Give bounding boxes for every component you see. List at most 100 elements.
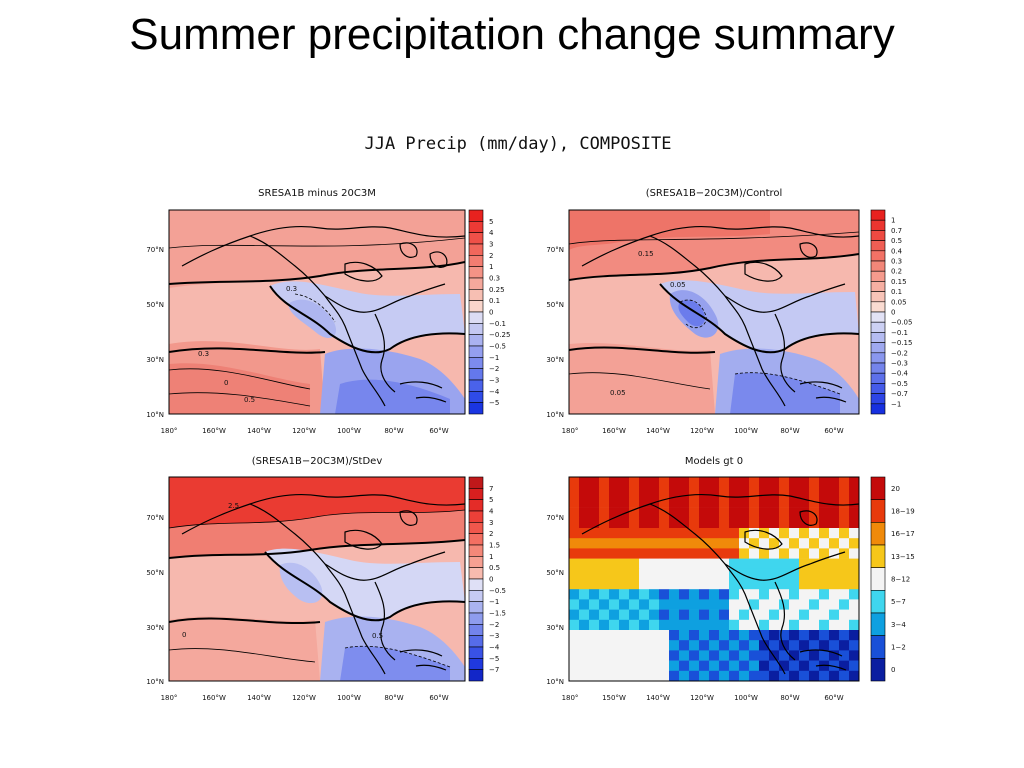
colorbar-label: 3 xyxy=(489,241,493,249)
grid-cell xyxy=(589,548,600,559)
colorbar-label: −1 xyxy=(489,598,499,606)
grid-cell xyxy=(849,538,859,549)
contour-label: 0.05 xyxy=(670,281,686,289)
grid-cell xyxy=(639,650,650,661)
colorbar-swatch xyxy=(870,291,886,303)
grid-cell xyxy=(729,650,740,661)
grid-cell xyxy=(589,497,600,508)
grid-cell xyxy=(729,579,740,590)
grid-cell xyxy=(589,517,600,529)
grid-cell xyxy=(739,660,750,672)
grid-cell xyxy=(789,579,800,590)
grid-cell xyxy=(569,619,580,631)
grid-cell xyxy=(849,640,859,651)
grid-cell xyxy=(639,487,650,498)
colorbar-label: 13−15 xyxy=(891,553,915,561)
colorbar-swatch xyxy=(870,260,886,272)
x-tick-label: 80°W xyxy=(384,427,403,435)
grid-cell xyxy=(799,640,810,651)
grid-cell xyxy=(679,589,690,600)
grid-cell xyxy=(799,599,810,610)
grid-cell xyxy=(609,497,620,508)
grid-cell xyxy=(609,609,620,621)
grid-cell xyxy=(719,477,730,488)
grid-cell xyxy=(639,477,650,488)
map-area xyxy=(569,210,859,414)
grid-cell xyxy=(689,670,700,681)
grid-cell xyxy=(689,487,700,498)
grid-cell xyxy=(709,630,720,641)
colorbar-swatch xyxy=(870,612,886,636)
grid-cell xyxy=(759,619,770,631)
colorbar-label: 3−4 xyxy=(891,621,906,629)
x-tick-label: 60°W xyxy=(429,694,448,702)
x-axis: 180° 160°W 140°W 120°W 100°W 80°W 60°W xyxy=(161,427,449,435)
grid-cell xyxy=(809,640,820,651)
grid-cell xyxy=(739,640,750,651)
grid-cell xyxy=(769,640,780,651)
grid-cell xyxy=(679,609,690,621)
grid-cell xyxy=(849,487,859,498)
grid-cell xyxy=(579,477,590,488)
grid-cell xyxy=(579,538,590,549)
grid-cell xyxy=(809,660,820,672)
grid-cell xyxy=(769,548,780,559)
grid-cell xyxy=(659,548,670,559)
grid-cell xyxy=(839,487,850,498)
grid-cell xyxy=(609,528,620,539)
colorbar-swatch xyxy=(870,219,886,231)
grid-cell xyxy=(609,507,620,519)
figure-title: JJA Precip (mm/day), COMPOSITE xyxy=(364,134,672,154)
grid-cell xyxy=(729,528,740,539)
grid-cell xyxy=(569,609,580,621)
grid-cell xyxy=(659,619,670,631)
grid-cell xyxy=(669,487,680,498)
grid-cell xyxy=(849,670,859,681)
grid-cell xyxy=(779,558,790,570)
grid-cell xyxy=(619,497,630,508)
grid-cell xyxy=(709,548,720,559)
grid-cell xyxy=(599,650,610,661)
grid-cell xyxy=(609,548,620,559)
grid-cell xyxy=(569,528,580,539)
colorbar-swatch xyxy=(870,544,886,568)
colorbar-label: 0.05 xyxy=(891,298,907,306)
grid-cell xyxy=(839,589,850,600)
contour-label: 0.5 xyxy=(372,632,383,640)
grid-cell xyxy=(779,579,790,590)
grid-cell xyxy=(829,528,840,539)
grid-cell xyxy=(729,619,740,631)
grid-cell xyxy=(589,640,600,651)
colorbar-swatch xyxy=(870,476,886,500)
grid-cell xyxy=(739,579,750,590)
colorbar-label: −0.7 xyxy=(891,390,908,398)
colorbar-swatch xyxy=(468,277,484,290)
grid-cell xyxy=(719,548,730,559)
grid-cell xyxy=(659,660,670,672)
grid-cell xyxy=(609,650,620,661)
grid-cell xyxy=(659,507,670,519)
grid-cell xyxy=(629,558,640,570)
grid-cell xyxy=(639,497,650,508)
colorbar-label: 7 xyxy=(489,485,493,493)
grid-cell xyxy=(839,477,850,488)
y-tick-label: 10°N xyxy=(146,678,164,686)
colorbar-swatch xyxy=(870,281,886,292)
grid-cell xyxy=(779,660,790,672)
grid-cell xyxy=(579,660,590,672)
grid-cell xyxy=(589,579,600,590)
grid-cell xyxy=(709,568,720,580)
colorbar-swatch xyxy=(468,601,484,614)
colorbar-label: 4 xyxy=(489,229,494,237)
grid-cell xyxy=(809,497,820,508)
grid-cell xyxy=(799,538,810,549)
grid-cell xyxy=(819,660,830,672)
grid-cell xyxy=(759,487,770,498)
grid-cell xyxy=(739,650,750,661)
colorbar-swatch xyxy=(468,345,484,358)
grid-cell xyxy=(729,548,740,559)
grid-cell xyxy=(779,517,790,529)
grid-cell xyxy=(789,487,800,498)
grid-cell xyxy=(659,579,670,590)
contour-label: 2.5 xyxy=(228,502,239,510)
